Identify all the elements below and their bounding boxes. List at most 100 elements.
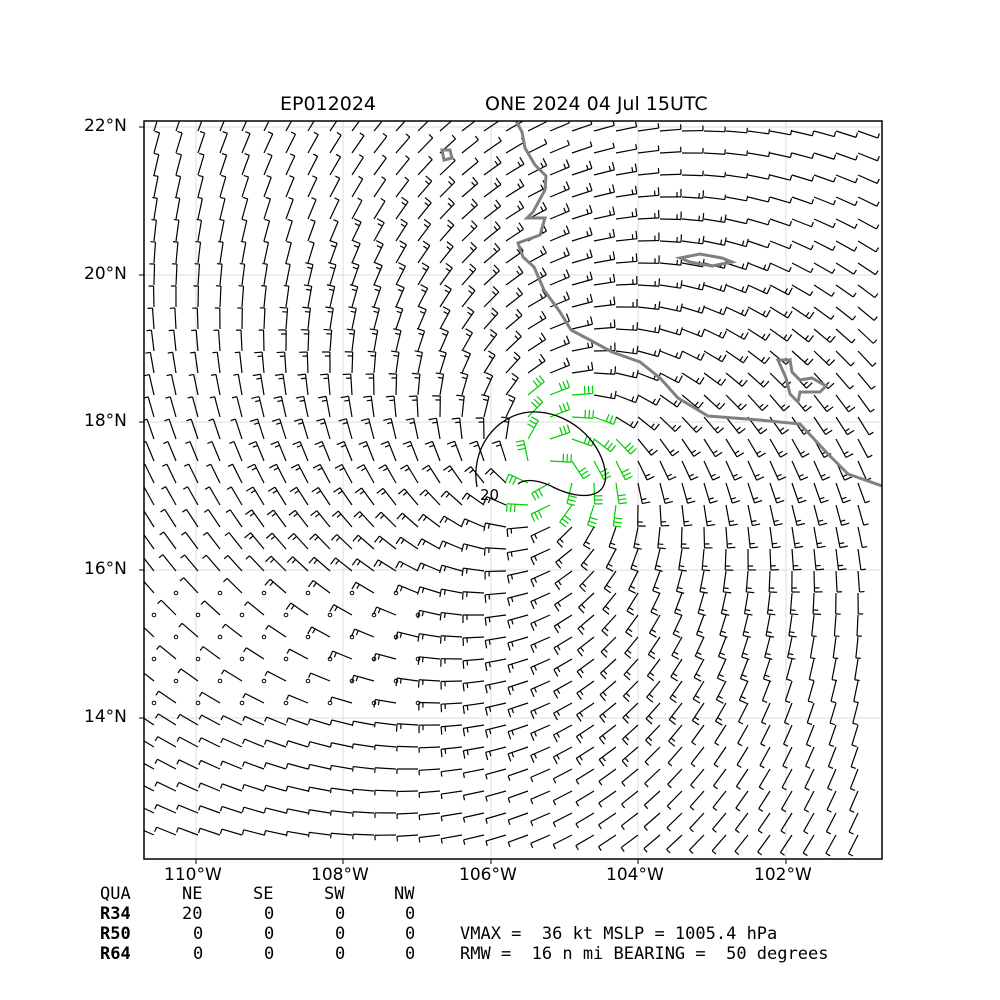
wind-barb-feather [563,229,567,235]
wind-barb-shaft [263,264,268,286]
wind-barb-feather [443,311,449,315]
wind-barb-feather [609,277,612,283]
wind-barb-feather [469,440,478,445]
wind-barb-feather [581,582,587,588]
wind-barb-feather [154,758,158,764]
wind-barb-feather [405,133,411,138]
wind-barb-feather [488,684,492,690]
wind-barb-shaft [285,286,290,308]
wind-barb-shaft [688,834,705,851]
wind-barb-feather [626,610,635,616]
wind-barb-feather [723,587,729,590]
wind-barb-shaft [309,741,331,748]
wind-barb-feather [373,310,379,314]
wind-barb-feather [361,467,367,472]
wind-barb-feather [490,329,498,335]
wind-barb-feather [173,218,179,221]
wind-barb-feather [609,232,612,238]
wind-barb-feather [807,358,814,366]
wind-barb-shaft [703,504,708,526]
wind-barb-feather [674,629,680,634]
wind-barb-shaft [197,242,202,264]
wind-barb-feather [491,440,500,444]
wind-barb-shaft [351,221,362,242]
wind-barb-shaft [403,488,419,506]
wind-barb-feather [625,475,633,481]
wind-barb-feather [826,831,832,835]
wind-barb-feather [533,709,537,715]
wind-barb-feather [198,737,202,743]
wind-barb-shaft [165,486,177,506]
wind-barb-feather [174,196,180,199]
wind-barb-shaft [395,179,410,198]
wind-barb-feather [534,512,539,520]
wind-barb-shaft [197,154,205,176]
wind-barb-feather [381,154,387,159]
wind-barb-feather [168,329,174,332]
wind-barb-shaft [164,508,177,528]
wind-barb-feather [207,441,213,445]
wind-barb-shaft [201,691,221,704]
wind-barb-shaft [787,636,793,658]
wind-barb-feather [602,713,607,718]
wind-barb-feather [786,334,793,342]
wind-barb-shaft [441,812,463,817]
wind-barb-feather [218,240,224,243]
wind-barb-feather [273,395,282,399]
wind-barb-shaft [659,262,681,266]
wind-barb-feather [378,561,383,567]
wind-barb-shaft [857,526,863,548]
wind-barb-feather [644,761,650,766]
wind-barb-feather [440,771,443,777]
wind-barb-feather [555,561,562,569]
wind-barb-feather [720,216,723,222]
wind-barb-feather [694,401,699,407]
wind-barb-feather [402,440,411,445]
wind-barb-shaft [356,558,375,572]
wind-barb-feather [310,510,318,517]
wind-barb-feather [519,156,525,165]
wind-barb-shaft [277,441,287,462]
wind-barb-feather [441,332,447,336]
wind-barb-shaft [207,509,221,528]
wind-barb-feather [579,668,584,674]
wind-barb-feather [266,509,274,516]
wind-barb-feather [676,590,685,594]
wind-barb-feather [244,153,250,156]
wind-barb-shaft [571,346,593,352]
wind-barb-feather [533,643,538,649]
wind-barb-shaft [766,592,771,614]
wind-barb-shaft [250,532,265,550]
wind-barb-shaft [622,724,639,740]
wind-barb-shaft [835,284,854,298]
wind-barb-shaft [443,515,463,528]
wind-barb-feather [350,628,356,637]
wind-barb-shaft [439,121,453,132]
wind-barb-feather [264,716,268,722]
wind-barb-feather [344,399,350,402]
wind-barb-feather [668,476,677,481]
wind-barb-feather [862,545,868,549]
wind-barb-feather [844,428,850,432]
wind-barb-feather [578,467,587,473]
wind-barb-feather [643,826,648,831]
wind-barb-feather [556,754,560,760]
wind-barb-feather [826,809,832,813]
wind-barb-shaft [856,614,859,637]
wind-barb-shaft [439,181,456,198]
wind-barb-feather [577,628,584,636]
wind-barb-feather [657,123,660,129]
wind-barb-feather [401,515,406,520]
wind-barb-feather [672,672,678,677]
wind-barb-feather [464,354,470,358]
wind-barb-shaft [419,834,441,839]
wind-barb-feather [674,612,683,617]
wind-barb-feather [252,373,261,377]
wind-barb-feather [736,452,745,458]
wind-barb-feather [316,490,321,495]
wind-barb-feather [398,267,404,271]
wind-barb-shaft [857,504,865,526]
wind-barb-feather [648,693,654,698]
wind-barb-feather [645,718,653,725]
wind-barb-feather [722,330,727,339]
